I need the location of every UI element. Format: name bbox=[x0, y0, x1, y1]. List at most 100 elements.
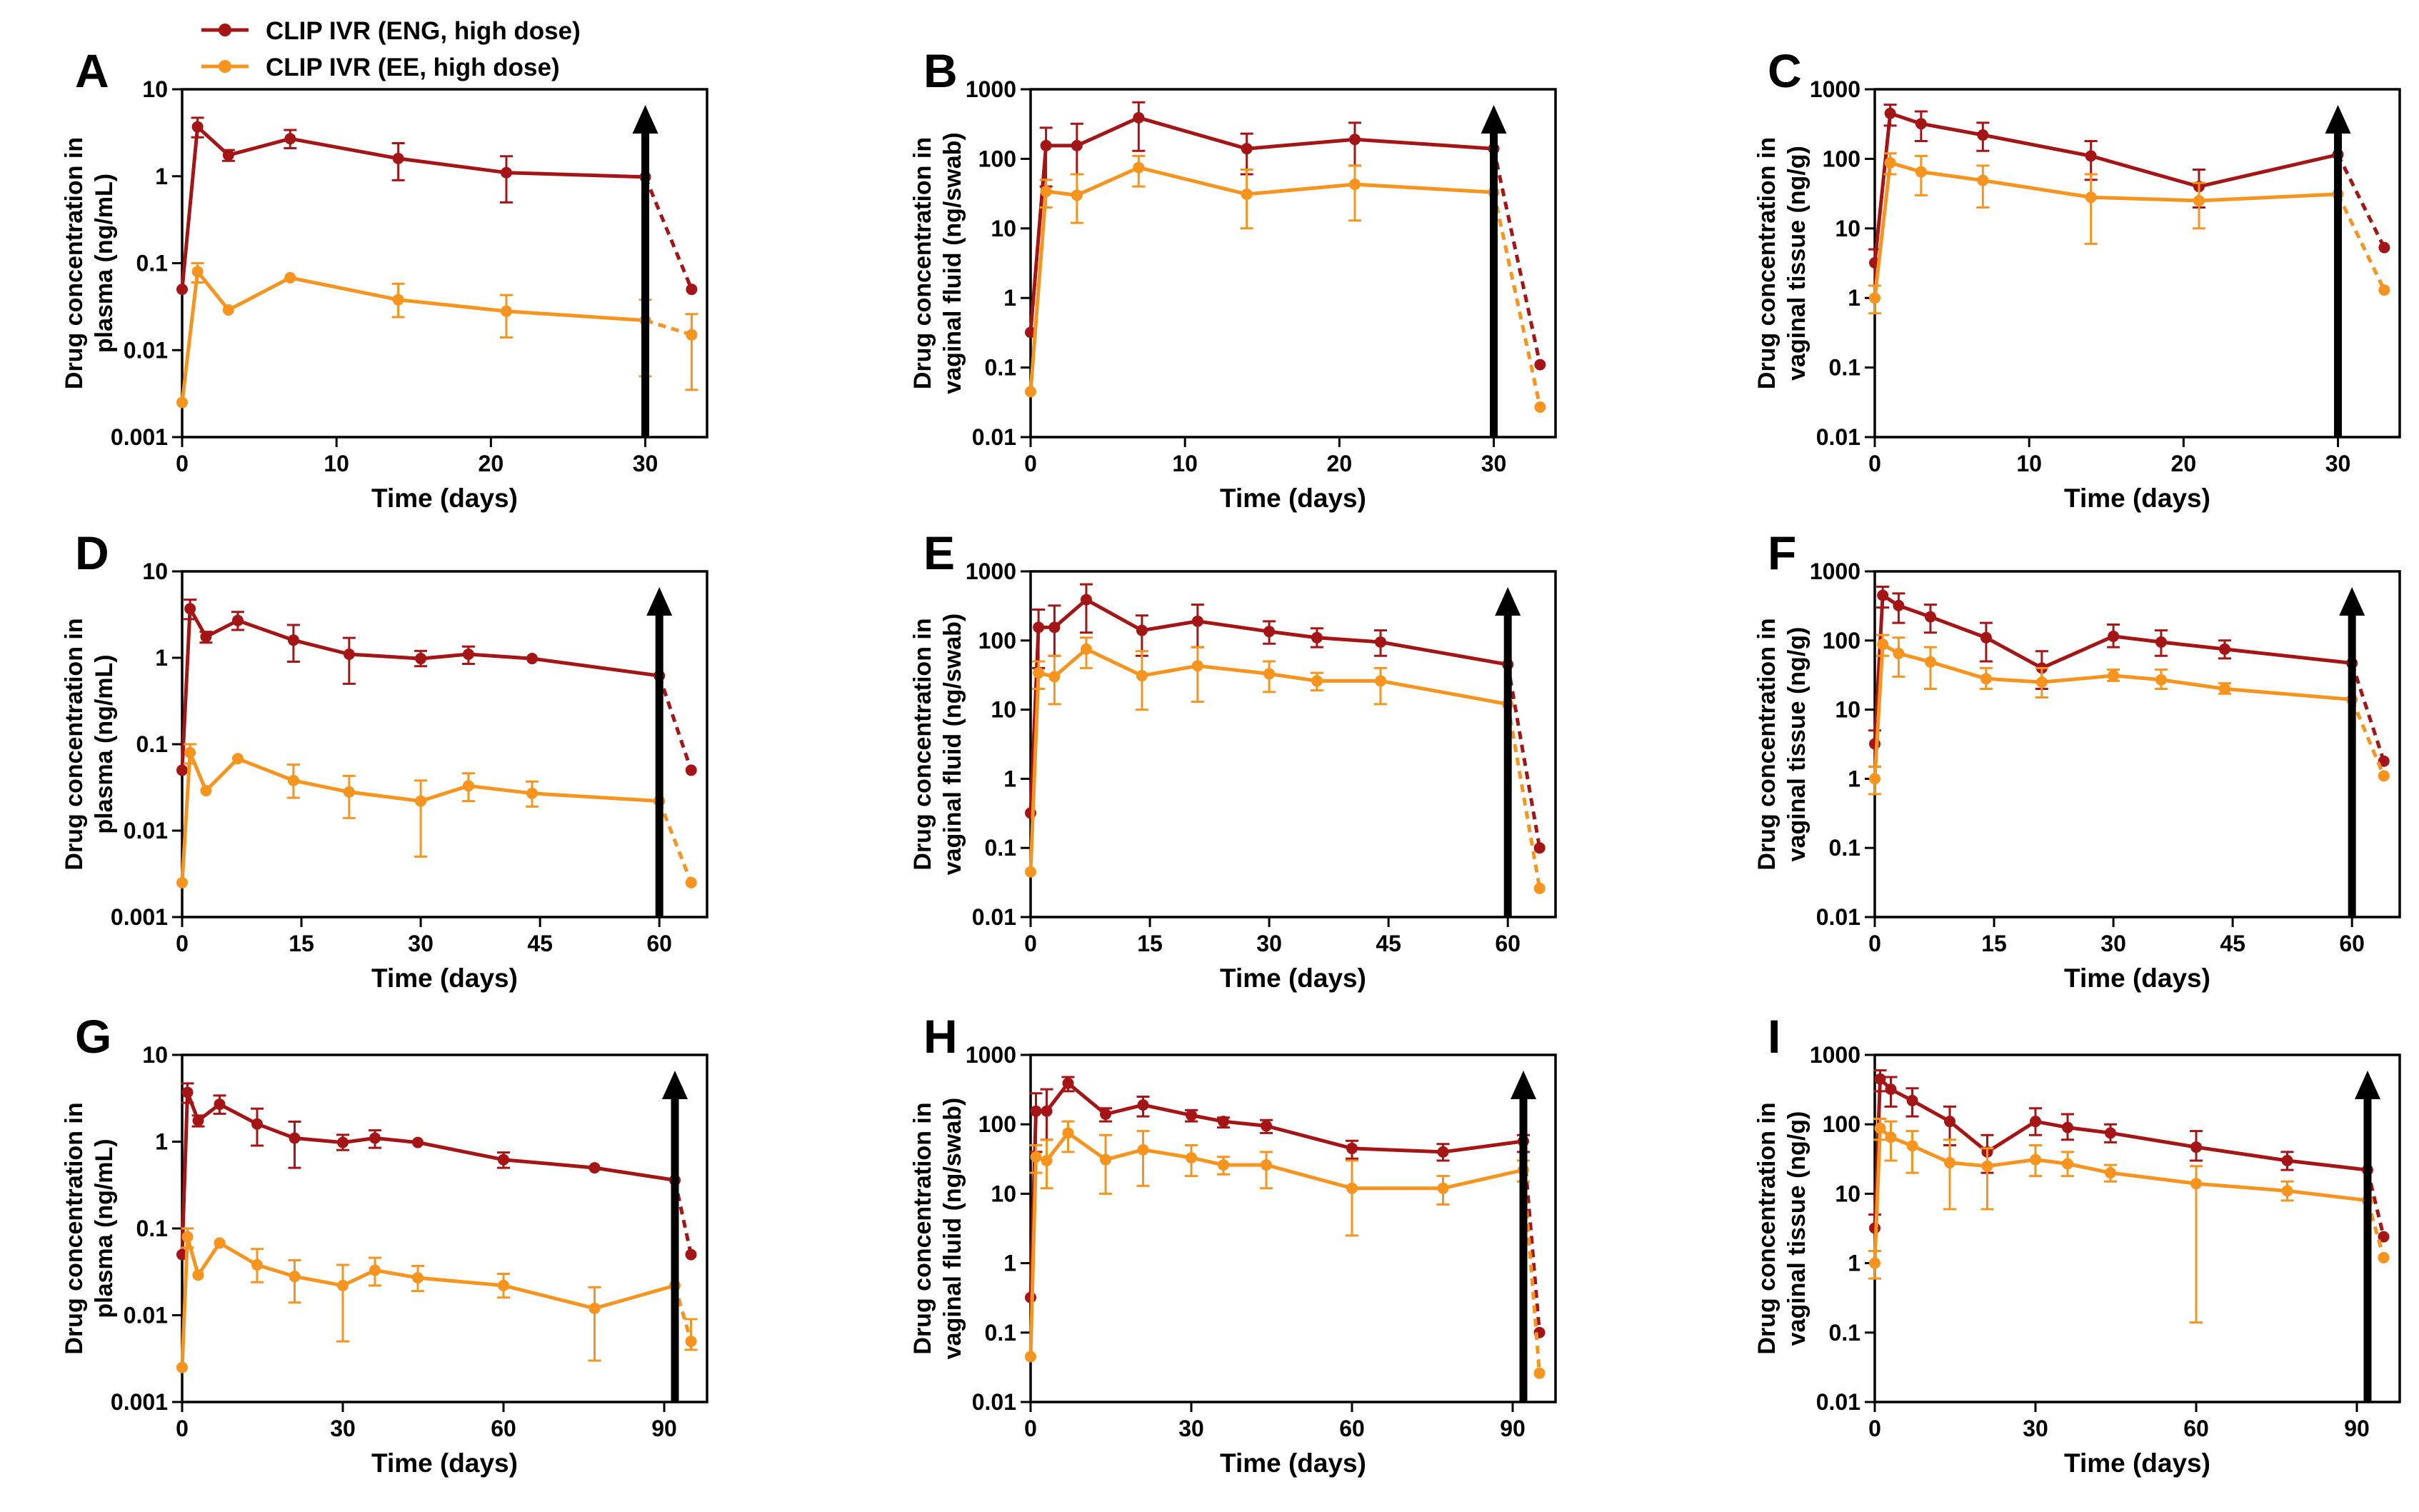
data-point bbox=[1348, 179, 1361, 191]
panel-E: 0.01 0.1 1 10 100 1000 0 15 30 45 60 Time (days) Dru… bbox=[909, 526, 1557, 993]
series-line bbox=[1873, 642, 2353, 779]
x-tick-label: 60 bbox=[646, 931, 672, 956]
arrow-head bbox=[646, 587, 673, 616]
removal-point bbox=[2378, 770, 2390, 782]
data-point bbox=[1944, 1156, 1955, 1168]
data-point bbox=[2281, 1185, 2293, 1197]
data-point bbox=[1048, 621, 1061, 634]
x-tick-label: 30 bbox=[1481, 451, 1507, 476]
data-point bbox=[1261, 1120, 1272, 1132]
data-point bbox=[2108, 630, 2120, 642]
removal-point bbox=[1533, 842, 1546, 854]
data-point bbox=[1311, 675, 1323, 687]
data-point bbox=[1375, 636, 1386, 648]
removal-point bbox=[685, 1248, 697, 1261]
removal-point bbox=[685, 1336, 697, 1348]
y-tick-label: 0.01 bbox=[972, 1389, 1016, 1415]
data-point bbox=[526, 787, 538, 799]
data-point bbox=[1137, 1143, 1149, 1156]
data-point bbox=[2193, 195, 2205, 207]
y-tick-label: 1 bbox=[1848, 766, 1860, 791]
data-point bbox=[214, 1098, 226, 1111]
data-point bbox=[2062, 1158, 2073, 1170]
arrow-head bbox=[2325, 105, 2351, 134]
y-tick-label: 0.1 bbox=[985, 1320, 1016, 1346]
y-tick-label: 0.001 bbox=[111, 1389, 168, 1415]
x-tick-label: 30 bbox=[2023, 1416, 2048, 1441]
data-point bbox=[369, 1264, 381, 1276]
y-tick-label: 1 bbox=[1003, 766, 1016, 791]
data-point bbox=[1100, 1153, 1111, 1166]
panel-G: 0.001 0.01 0.1 1 10 0 30 60 90 Time (days) Drug co… bbox=[61, 1010, 708, 1478]
y-tick-label: 1000 bbox=[1810, 76, 1860, 102]
y-tick-label: 10 bbox=[1835, 1181, 1860, 1206]
y-tick-label: 1000 bbox=[1810, 1042, 1860, 1068]
series-line bbox=[1028, 116, 1494, 333]
x-tick-label: 30 bbox=[1256, 931, 1282, 956]
y-tick-label: 0.001 bbox=[111, 424, 168, 450]
y-tick-label: 10 bbox=[991, 697, 1016, 723]
y-axis-label-line2: vaginal tissue (ng/g) bbox=[1783, 1111, 1811, 1346]
y-tick-label: 0.1 bbox=[136, 1216, 168, 1241]
data-point bbox=[251, 1118, 263, 1130]
data-point bbox=[1893, 599, 1905, 611]
data-point bbox=[181, 1231, 194, 1243]
data-point bbox=[526, 653, 538, 665]
data-point bbox=[1080, 594, 1092, 606]
data-point bbox=[176, 284, 188, 296]
x-tick-label: 30 bbox=[408, 931, 434, 956]
data-point bbox=[415, 795, 427, 807]
x-tick-label: 0 bbox=[176, 1416, 189, 1441]
y-tick-label: 100 bbox=[1823, 628, 1860, 654]
y-tick-label: 0.001 bbox=[111, 904, 168, 930]
data-point bbox=[1944, 1116, 1955, 1128]
data-point bbox=[284, 271, 296, 284]
series-eng bbox=[176, 599, 697, 776]
x-tick-label: 20 bbox=[2171, 451, 2197, 476]
data-point bbox=[1884, 156, 1896, 169]
removal-line bbox=[1492, 191, 1542, 408]
x-tick-label: 15 bbox=[1981, 931, 2007, 956]
removal-line bbox=[1506, 664, 1542, 848]
y-axis-label-line2: plasma (ng/mL) bbox=[91, 1138, 118, 1318]
data-point bbox=[1191, 660, 1203, 672]
data-point bbox=[1137, 1099, 1149, 1111]
removal-line bbox=[2365, 1200, 2385, 1258]
arrow-head bbox=[1481, 105, 1507, 134]
removal-line bbox=[1506, 704, 1542, 889]
data-point bbox=[1869, 1257, 1880, 1269]
y-tick-label: 0.01 bbox=[124, 337, 168, 363]
data-point bbox=[214, 1237, 226, 1249]
y-tick-label: 1000 bbox=[966, 1042, 1016, 1068]
x-tick-label: 60 bbox=[2339, 931, 2365, 956]
y-tick-label: 10 bbox=[1835, 216, 1860, 241]
y-tick-label: 1000 bbox=[1810, 559, 1860, 584]
y-tick-label: 1000 bbox=[966, 76, 1016, 102]
data-point bbox=[1071, 189, 1083, 201]
data-point bbox=[1877, 589, 1889, 601]
y-axis-label-line1: Drug concentration in bbox=[61, 1102, 88, 1354]
removal-line bbox=[2350, 662, 2386, 762]
panel-H: 0.01 0.1 1 10 100 1000 0 30 60 90 Time (days) Drug … bbox=[909, 1010, 1557, 1478]
data-point bbox=[1874, 1122, 1886, 1134]
series-eng bbox=[1025, 101, 1546, 371]
data-point bbox=[1915, 118, 1927, 130]
x-tick-label: 45 bbox=[527, 931, 553, 956]
y-tick-label: 0.01 bbox=[1816, 424, 1860, 450]
data-point bbox=[1261, 1159, 1272, 1171]
x-tick-label: 15 bbox=[1137, 931, 1163, 956]
data-point bbox=[1048, 671, 1061, 683]
y-axis-label-line2: vaginal fluid (ng/swab) bbox=[939, 132, 966, 394]
y-tick-label: 1 bbox=[155, 164, 168, 189]
data-point bbox=[1980, 673, 1992, 685]
data-point bbox=[589, 1302, 601, 1314]
x-tick-label: 20 bbox=[479, 451, 504, 476]
y-axis-label-line2: vaginal fluid (ng/swab) bbox=[939, 1098, 966, 1359]
y-axis-label-line2: vaginal tissue (ng/g) bbox=[1783, 627, 1811, 862]
series-ee bbox=[1868, 634, 2390, 796]
y-tick-label: 100 bbox=[978, 146, 1016, 171]
panel-label: G bbox=[75, 1010, 111, 1063]
data-point bbox=[1375, 675, 1386, 687]
x-tick-label: 30 bbox=[2100, 931, 2126, 956]
